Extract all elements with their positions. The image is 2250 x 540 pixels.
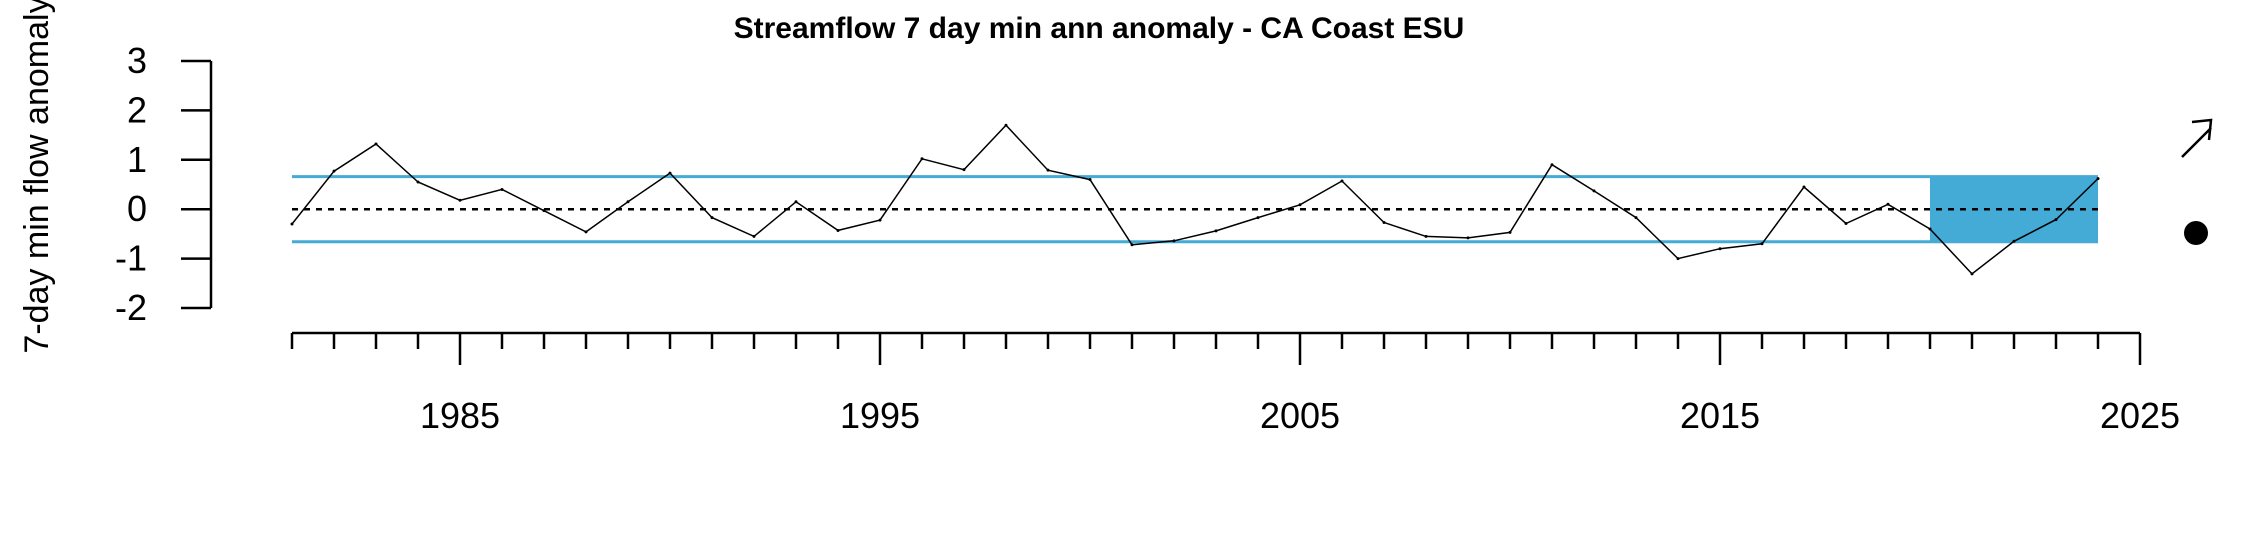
data-point — [1508, 230, 1512, 234]
data-point — [1928, 227, 1932, 231]
data-point — [1046, 168, 1050, 172]
data-point — [920, 157, 924, 161]
data-point — [374, 142, 378, 146]
x-tick-label: 1995 — [840, 395, 920, 436]
data-point — [1256, 216, 1260, 220]
data-point — [1004, 123, 1008, 127]
data-point — [1214, 229, 1218, 233]
trend-arrow-head-icon — [2191, 118, 2213, 141]
data-point — [584, 230, 588, 234]
data-point — [1676, 257, 1680, 261]
data-point — [416, 180, 420, 184]
data-point — [290, 222, 294, 226]
data-point — [1466, 236, 1470, 240]
data-point — [1718, 247, 1722, 251]
y-tick-label: 3 — [127, 40, 147, 81]
data-point — [500, 187, 504, 191]
x-tick-label: 2025 — [2100, 395, 2180, 436]
data-point — [1760, 242, 1764, 246]
x-tick-label: 1985 — [420, 395, 500, 436]
y-tick-label: -2 — [115, 287, 147, 328]
data-point — [878, 218, 882, 222]
data-point — [1592, 189, 1596, 193]
data-point — [458, 198, 462, 202]
data-point — [2054, 218, 2058, 222]
data-point — [1088, 178, 1092, 182]
mean-status-dot-icon — [2184, 221, 2208, 245]
plot-area: -2 -1 0 1 2 3 1985 1995 2005 2015 2025 — [115, 40, 2213, 436]
data-point — [1340, 179, 1344, 183]
y-tick-label: 2 — [127, 89, 147, 130]
data-point — [962, 168, 966, 172]
data-point — [794, 200, 798, 204]
chart-title: Streamflow 7 day min ann anomaly - CA Co… — [734, 12, 1465, 45]
data-point — [1802, 185, 1806, 189]
data-point — [710, 216, 714, 220]
y-tick-label: 0 — [127, 188, 147, 229]
data-point — [752, 234, 756, 238]
data-point — [1844, 222, 1848, 226]
trend-arrow-icon — [2181, 127, 2212, 158]
y-axis-label: 7-day min flow anomaly — [18, 0, 56, 354]
data-point — [1130, 243, 1134, 247]
data-point — [542, 209, 546, 213]
y-tick-label: -1 — [115, 238, 147, 279]
data-point — [1634, 216, 1638, 220]
data-point — [2096, 177, 2100, 181]
data-point — [1886, 202, 1890, 206]
data-point — [1970, 272, 1974, 276]
series-line-0 — [291, 124, 2099, 275]
data-point — [626, 200, 630, 204]
data-point — [1550, 163, 1554, 167]
data-point — [836, 228, 840, 232]
data-point — [1298, 203, 1302, 207]
data-point — [2012, 239, 2016, 243]
x-tick-label: 2015 — [1680, 395, 1760, 436]
data-point — [1424, 234, 1428, 238]
x-tick-label: 2005 — [1260, 395, 1340, 436]
data-point — [1382, 221, 1386, 225]
data-point — [668, 171, 672, 175]
data-point — [332, 169, 336, 173]
y-tick-label: 1 — [127, 139, 147, 180]
data-point — [1172, 239, 1176, 243]
